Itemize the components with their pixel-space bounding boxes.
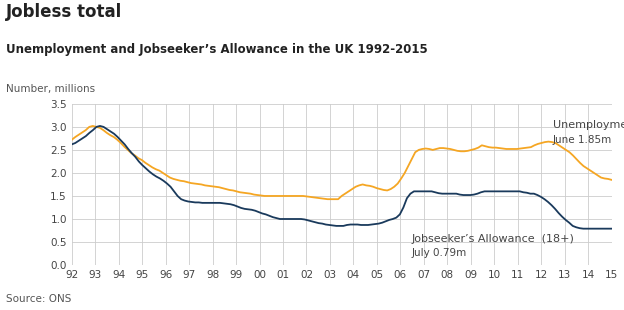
Text: Unemployment (16+): Unemployment (16+)	[553, 120, 624, 130]
Text: Jobseeker’s Allowance  (18+): Jobseeker’s Allowance (18+)	[412, 234, 575, 244]
Text: Jobless total: Jobless total	[6, 3, 122, 21]
Text: July 0.79m: July 0.79m	[412, 248, 467, 258]
Text: June 1.85m: June 1.85m	[553, 135, 612, 145]
Text: Unemployment and Jobseeker’s Allowance in the UK 1992-2015: Unemployment and Jobseeker’s Allowance i…	[6, 43, 428, 56]
Text: Number, millions: Number, millions	[6, 84, 95, 94]
Text: Source: ONS: Source: ONS	[6, 294, 72, 304]
